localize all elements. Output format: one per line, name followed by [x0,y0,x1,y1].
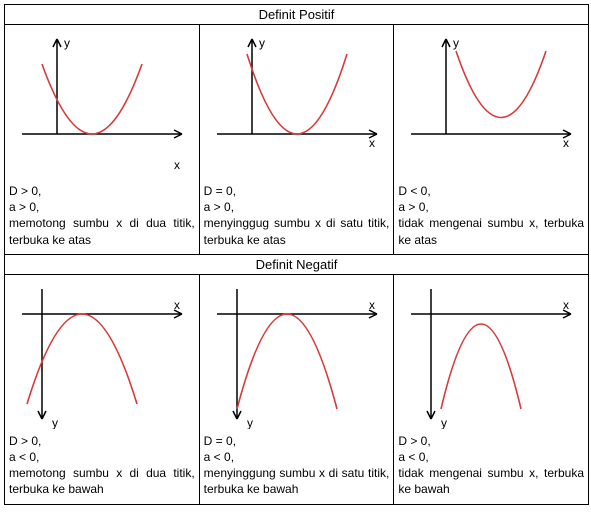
panel-caption: D = 0,a < 0,menyinggung sumbu x di satu … [204,433,390,498]
caption-line: menyinggug sumbu x di satu titik, terbuk… [204,215,390,247]
parabola-figure: xy [401,29,581,179]
caption-line: tidak mengenai sumbu x, terbuka ke bawah [398,465,584,497]
panel: xyD = 0,a < 0,menyinggung sumbu x di sat… [200,275,395,504]
parabola-figure: xy [12,29,192,179]
caption-line: D > 0, [398,433,584,449]
parabola-curve [237,314,337,409]
caption-line: D = 0, [204,433,390,449]
caption-line: a > 0, [398,199,584,215]
caption-line: D = 0, [204,183,390,199]
panel-caption: D > 0,a < 0,memotong sumbu x di dua titi… [9,433,195,498]
y-axis-label: y [64,36,70,50]
caption-line: D > 0, [9,183,195,199]
y-axis-label: y [259,36,265,50]
parabola-curve [27,314,137,404]
caption-line: a < 0, [9,449,195,465]
caption-line: a > 0, [9,199,195,215]
caption-line: menyinggung sumbu x di satu titik, terbu… [204,465,390,497]
panel: xyD < 0,a > 0,tidak mengenai sumbu x, te… [394,25,588,254]
x-axis-label: x [369,298,375,312]
panel-caption: D > 0,a > 0,memotong sumbu x di dua titi… [9,183,195,248]
header-negative: Definit Negatif [5,255,588,275]
caption-line: a < 0, [398,449,584,465]
row-negative: xyD > 0,a < 0,memotong sumbu x di dua ti… [5,275,588,504]
panel-caption: D = 0,a > 0,menyinggug sumbu x di satu t… [204,183,390,248]
axes [217,39,377,138]
y-axis-label: y [441,416,447,429]
parabola-curve [247,54,347,134]
caption-line: D < 0, [398,183,584,199]
header-positive: Definit Positif [5,5,588,25]
parabola-figure: xy [12,279,192,429]
y-axis-label: y [247,416,253,429]
caption-line: D > 0, [9,433,195,449]
x-axis-label: x [563,136,569,150]
axes [411,39,571,138]
y-axis-label: y [52,416,58,429]
x-axis-label: x [174,298,180,312]
parabola-figure: xy [207,29,387,179]
x-axis-label: x [563,298,569,312]
y-axis-label: y [453,36,459,50]
panel-caption: D < 0,a > 0,tidak mengenai sumbu x, terb… [398,183,584,248]
parabola-curve [456,51,546,118]
panel: xyD > 0,a < 0,tidak mengenai sumbu x, te… [394,275,588,504]
parabola-figure: xy [401,279,581,429]
panel: xyD > 0,a < 0,memotong sumbu x di dua ti… [5,275,200,504]
definite-table: Definit Positif xyD > 0,a > 0,memotong s… [4,4,589,505]
panel: xyD = 0,a > 0,menyinggug sumbu x di satu… [200,25,395,254]
caption-line: tidak mengenai sumbu x, terbuka ke atas [398,215,584,247]
panel: xyD > 0,a > 0,memotong sumbu x di dua ti… [5,25,200,254]
parabola-figure: xy [207,279,387,429]
caption-line: a > 0, [204,199,390,215]
x-axis-label: x [369,136,375,150]
axes [217,289,377,419]
row-positive: xyD > 0,a > 0,memotong sumbu x di dua ti… [5,25,588,255]
panel-caption: D > 0,a < 0,tidak mengenai sumbu x, terb… [398,433,584,498]
axes [22,39,182,138]
x-axis-label: x [174,158,180,172]
caption-line: memotong sumbu x di dua titik, terbuka k… [9,215,195,247]
caption-line: a < 0, [204,449,390,465]
parabola-curve [441,324,521,409]
axes [411,289,571,419]
caption-line: memotong sumbu x di dua titik, terbuka k… [9,465,195,497]
